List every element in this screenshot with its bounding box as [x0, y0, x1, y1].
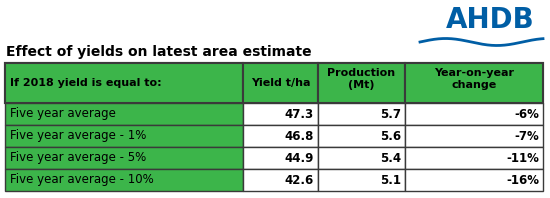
Text: Yield t/ha: Yield t/ha: [251, 78, 310, 88]
Text: 47.3: 47.3: [285, 108, 314, 121]
Bar: [5, 103, 243, 125]
Bar: [405, 103, 543, 125]
Bar: [318, 103, 405, 125]
Text: -11%: -11%: [506, 151, 539, 165]
Text: Five year average: Five year average: [10, 108, 116, 121]
Bar: [405, 63, 543, 103]
Bar: [5, 125, 243, 147]
Text: change: change: [452, 80, 497, 90]
Text: 5.6: 5.6: [380, 129, 401, 143]
Bar: [5, 63, 543, 103]
Bar: [243, 63, 318, 103]
Bar: [405, 169, 543, 191]
Bar: [5, 63, 243, 103]
Text: Five year average - 1%: Five year average - 1%: [10, 129, 146, 143]
Text: -16%: -16%: [506, 173, 539, 187]
Text: (Mt): (Mt): [348, 80, 375, 90]
Bar: [243, 169, 318, 191]
Bar: [405, 147, 543, 169]
Bar: [405, 125, 543, 147]
Text: 44.9: 44.9: [285, 151, 314, 165]
Bar: [243, 103, 318, 125]
Text: -6%: -6%: [514, 108, 539, 121]
Text: Five year average - 5%: Five year average - 5%: [10, 151, 146, 165]
Text: AHDB: AHDB: [446, 6, 535, 34]
Text: Effect of yields on latest area estimate: Effect of yields on latest area estimate: [6, 45, 312, 59]
Text: 5.7: 5.7: [380, 108, 401, 121]
Bar: [318, 169, 405, 191]
Text: Year-on-year: Year-on-year: [434, 68, 514, 78]
Bar: [318, 63, 405, 103]
Text: 42.6: 42.6: [285, 173, 314, 187]
Bar: [243, 125, 318, 147]
Bar: [5, 147, 243, 169]
Bar: [5, 169, 243, 191]
Text: 46.8: 46.8: [285, 129, 314, 143]
Text: -7%: -7%: [514, 129, 539, 143]
Text: 5.4: 5.4: [380, 151, 401, 165]
Bar: [318, 125, 405, 147]
Text: If 2018 yield is equal to:: If 2018 yield is equal to:: [10, 78, 162, 88]
Bar: [243, 147, 318, 169]
Text: 5.1: 5.1: [380, 173, 401, 187]
Text: Production: Production: [327, 68, 395, 78]
Bar: [318, 147, 405, 169]
Text: Five year average - 10%: Five year average - 10%: [10, 173, 154, 187]
